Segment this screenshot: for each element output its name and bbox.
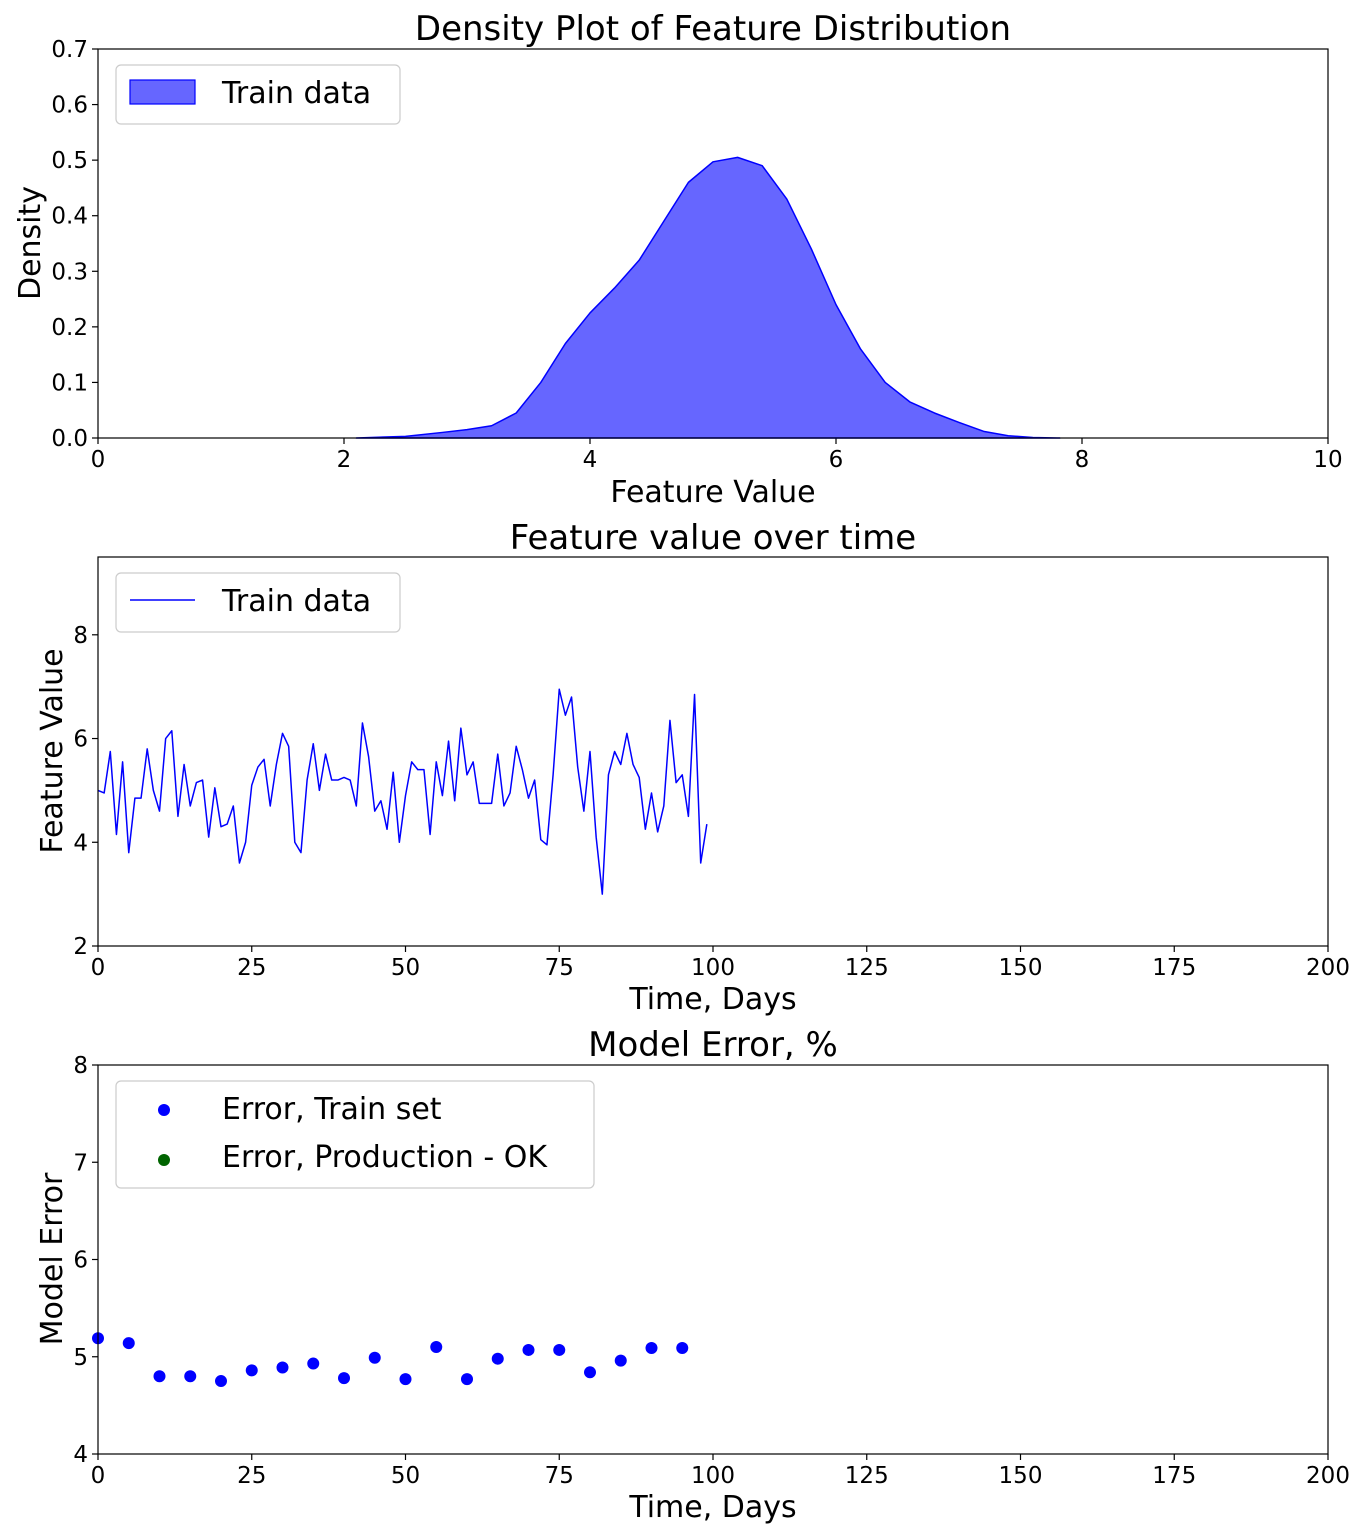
x-tick-label: 100 <box>691 955 735 981</box>
x-tick-label: 25 <box>237 955 266 981</box>
chart-panel-3: Model Error, % Time, Days Model Error 0 25 50… <box>35 1025 1350 1525</box>
x-tick-label: 125 <box>845 955 889 981</box>
x-tick-label: 175 <box>1152 955 1196 981</box>
y-tick-label: 5 <box>73 1345 88 1371</box>
x-axis-label: Feature Value <box>610 475 815 510</box>
x-tick-label: 200 <box>1306 1463 1350 1489</box>
y-tick-label: 0.6 <box>51 93 88 119</box>
x-tick-label: 25 <box>237 1463 266 1489</box>
plot-frame <box>97 48 1329 439</box>
scatter-point-train <box>368 1351 381 1364</box>
x-tick-label: 75 <box>545 1463 574 1489</box>
x-tick-label: 0 <box>91 1463 106 1489</box>
plot-frame <box>97 1064 1329 1455</box>
legend: Train data <box>115 572 401 633</box>
y-tick-label: 8 <box>73 623 88 649</box>
legend-marker-train <box>158 1104 170 1116</box>
scatter-point-train <box>491 1352 504 1365</box>
scatter-point-train <box>461 1373 473 1386</box>
x-tick-label: 100 <box>691 1463 735 1489</box>
legend: Train data <box>115 64 401 125</box>
x-tick-label: 175 <box>1152 1463 1196 1489</box>
scatter-point-train <box>430 1341 443 1354</box>
y-axis-label: Density <box>13 186 48 300</box>
y-tick-label: 7 <box>73 1150 88 1176</box>
chart-title: Density Plot of Feature Distribution <box>415 9 1011 49</box>
legend-label-production: Error, Production - OK <box>222 1140 548 1175</box>
y-tick-label: 6 <box>73 727 88 753</box>
y-tick-label: 0.2 <box>51 315 88 341</box>
x-tick-label: 125 <box>845 1463 889 1489</box>
scatter-point-train <box>122 1337 135 1350</box>
legend-swatch <box>129 79 196 105</box>
chart-title: Feature value over time <box>510 518 916 558</box>
y-tick-label: 6 <box>73 1248 88 1274</box>
legend-marker-production <box>158 1154 170 1166</box>
scatter-point-train <box>645 1342 658 1354</box>
scatter-point-train <box>399 1373 412 1386</box>
legend-label: Train data <box>221 76 371 111</box>
scatter-point-train <box>522 1343 535 1356</box>
scatter-point-train <box>153 1370 166 1383</box>
legend-label-train: Error, Train set <box>222 1092 442 1127</box>
x-tick-label: 200 <box>1306 955 1350 981</box>
scatter-point-train <box>307 1357 320 1370</box>
scatter-point-train <box>553 1343 566 1356</box>
y-axis-label: Feature Value <box>35 648 70 853</box>
legend: Error, Train set Error, Production - OK <box>115 1080 595 1189</box>
x-tick-label: 50 <box>391 1463 420 1489</box>
y-tick-label: 0.7 <box>51 37 88 63</box>
scatter-point-train <box>676 1342 689 1354</box>
x-tick-label: 0 <box>91 447 106 473</box>
x-tick-label: 150 <box>999 955 1043 981</box>
x-tick-label: 150 <box>999 1463 1043 1489</box>
y-tick-label: 0.4 <box>51 204 88 230</box>
scatter-point-train <box>584 1366 596 1379</box>
x-tick-label: 10 <box>1313 447 1342 473</box>
chart-panel-1: Density Plot of Feature Distribution Feat… <box>13 9 1343 510</box>
x-tick-label: 0 <box>91 955 106 981</box>
scatter-point-train <box>245 1364 258 1377</box>
plot-frame <box>97 556 1329 947</box>
y-tick-label: 4 <box>73 1442 88 1468</box>
series-line-train-data <box>97 688 708 895</box>
legend-box <box>115 572 401 633</box>
x-axis-label: Time, Days <box>628 1490 796 1525</box>
x-tick-label: 50 <box>391 955 420 981</box>
legend-label: Train data <box>221 584 371 619</box>
chart-panel-2: Feature value over time Time, Days Feature… <box>35 518 1350 1017</box>
y-tick-label: 0.5 <box>51 148 88 174</box>
y-axis-label: Model Error <box>35 1172 70 1345</box>
x-tick-label: 4 <box>583 447 598 473</box>
density-area <box>355 156 1061 439</box>
scatter-point-train <box>338 1372 350 1385</box>
y-tick-label: 0.3 <box>51 259 88 285</box>
y-tick-label: 2 <box>73 934 88 960</box>
y-tick-label: 0.0 <box>51 426 88 452</box>
legend-box <box>115 1080 595 1189</box>
y-tick-label: 0.1 <box>51 370 88 396</box>
x-tick-label: 8 <box>1075 447 1090 473</box>
y-tick-label: 4 <box>73 830 88 856</box>
x-tick-label: 75 <box>545 955 574 981</box>
x-tick-label: 6 <box>829 447 844 473</box>
scatter-point-train <box>614 1354 627 1367</box>
x-axis-label: Time, Days <box>628 982 796 1017</box>
scatter-point-train <box>276 1361 289 1374</box>
x-tick-label: 2 <box>337 447 352 473</box>
chart-title: Model Error, % <box>588 1025 838 1065</box>
scatter-point-train <box>184 1370 197 1383</box>
scatter-point-train <box>215 1375 227 1388</box>
y-tick-label: 8 <box>73 1053 88 1079</box>
